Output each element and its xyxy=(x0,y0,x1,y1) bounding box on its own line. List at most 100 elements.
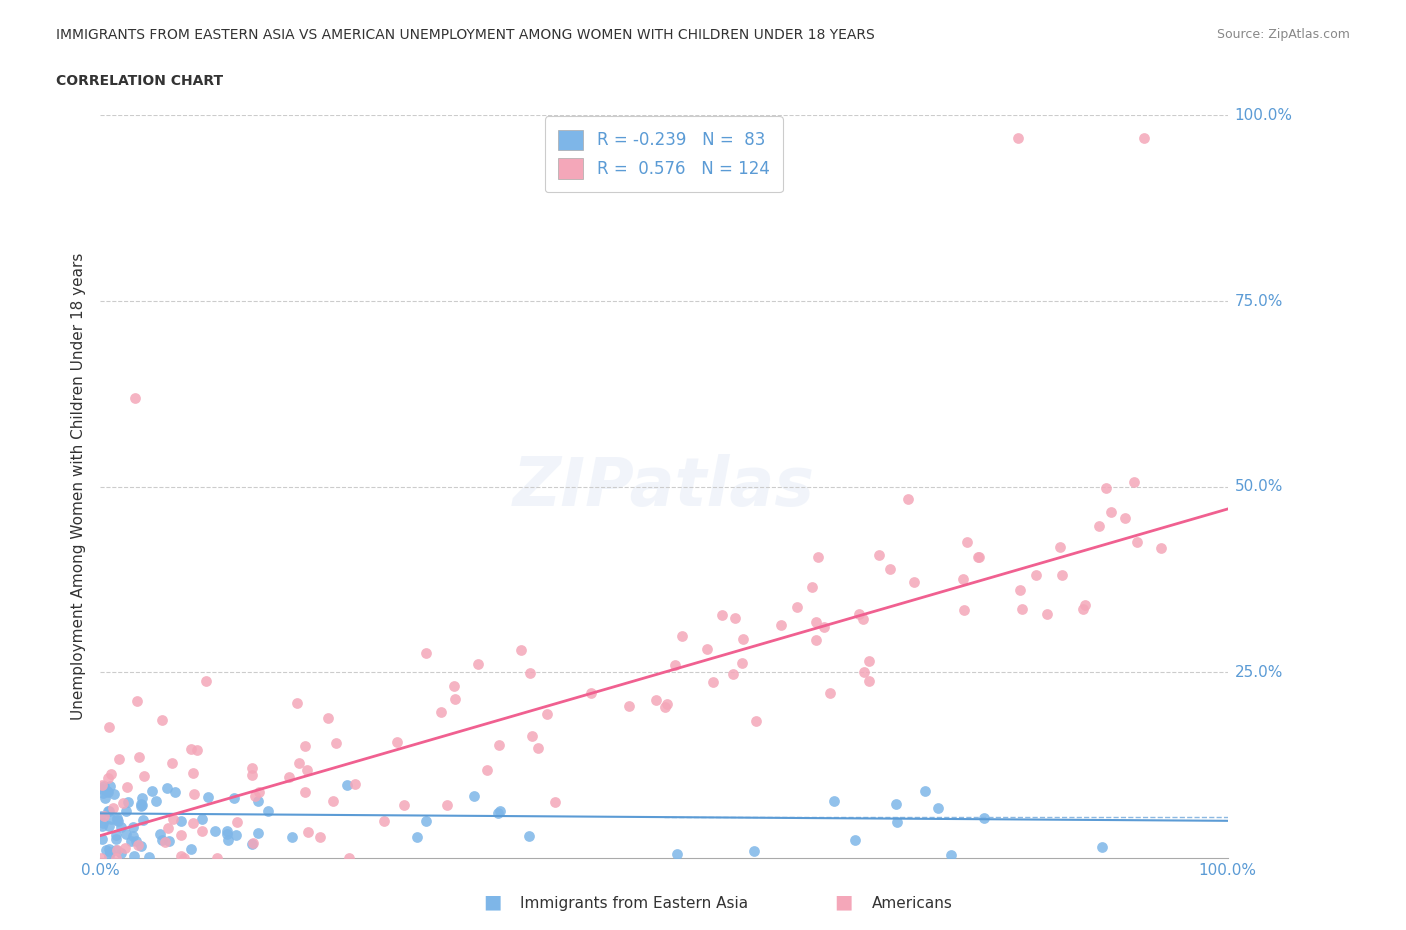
Point xyxy=(645,693,668,708)
Point xyxy=(1150,540,1173,555)
Point xyxy=(217,823,239,838)
Point xyxy=(115,780,138,795)
Text: 25.0%: 25.0% xyxy=(1234,665,1282,680)
Point xyxy=(103,787,125,802)
Point xyxy=(183,787,205,802)
Text: 50.0%: 50.0% xyxy=(1234,479,1282,494)
Point xyxy=(205,851,228,866)
Point xyxy=(1123,474,1146,489)
Point xyxy=(1087,519,1109,534)
Point xyxy=(897,492,920,507)
Point xyxy=(225,814,247,829)
Point xyxy=(128,750,150,764)
Point xyxy=(436,797,458,812)
Point xyxy=(617,698,640,713)
Point xyxy=(800,579,823,594)
Point xyxy=(180,742,202,757)
Point xyxy=(91,781,114,796)
Point xyxy=(96,783,118,798)
Point xyxy=(336,777,359,792)
Point xyxy=(97,804,120,818)
Y-axis label: Unemployment Among Women with Children Under 18 years: Unemployment Among Women with Children U… xyxy=(72,253,86,721)
Point xyxy=(807,550,830,565)
Point xyxy=(295,762,318,777)
Point xyxy=(475,763,498,777)
Point xyxy=(955,535,977,550)
Point xyxy=(90,809,112,824)
Point xyxy=(519,666,541,681)
Point xyxy=(1007,130,1029,145)
Point xyxy=(114,841,136,856)
Point xyxy=(105,851,128,866)
Point xyxy=(98,848,121,863)
Point xyxy=(127,693,149,708)
Point xyxy=(195,674,218,689)
Point xyxy=(858,654,880,669)
Point xyxy=(105,813,128,828)
Point xyxy=(886,814,908,829)
Point xyxy=(536,706,558,721)
Text: Source: ZipAtlas.com: Source: ZipAtlas.com xyxy=(1216,28,1350,41)
Point xyxy=(122,819,145,834)
Point xyxy=(294,738,316,753)
Point xyxy=(804,615,827,630)
Point xyxy=(141,784,163,799)
Point xyxy=(110,820,132,835)
Point xyxy=(1010,582,1032,597)
Point xyxy=(103,800,125,815)
Text: CORRELATION CHART: CORRELATION CHART xyxy=(56,74,224,88)
Point xyxy=(93,778,115,793)
Point xyxy=(117,794,139,809)
Point xyxy=(387,735,409,750)
Text: ZIPatlas: ZIPatlas xyxy=(513,454,815,520)
Point xyxy=(742,844,765,858)
Point xyxy=(1126,534,1149,549)
Point xyxy=(804,632,827,647)
Point xyxy=(181,816,204,830)
Point xyxy=(98,818,121,833)
Point xyxy=(105,843,128,857)
Point xyxy=(1099,505,1122,520)
Point xyxy=(138,850,160,865)
Point xyxy=(1133,130,1156,145)
Point xyxy=(240,761,263,776)
Point xyxy=(1095,481,1118,496)
Point xyxy=(813,619,835,634)
Point xyxy=(104,832,127,847)
Point xyxy=(98,842,121,857)
Point xyxy=(544,795,567,810)
Point xyxy=(415,813,437,828)
Point xyxy=(721,667,744,682)
Point xyxy=(337,851,360,866)
Text: ■: ■ xyxy=(482,893,502,911)
Point xyxy=(488,737,510,752)
Point xyxy=(98,779,121,794)
Point xyxy=(170,828,193,843)
Point xyxy=(1071,601,1094,616)
Point xyxy=(665,846,688,861)
Point xyxy=(671,629,693,644)
Point xyxy=(180,842,202,857)
Point xyxy=(153,834,176,849)
Point xyxy=(1050,568,1073,583)
Point xyxy=(97,719,120,734)
Point xyxy=(242,835,264,850)
Point xyxy=(91,831,114,846)
Point xyxy=(868,548,890,563)
Point xyxy=(110,845,132,860)
Point xyxy=(579,685,602,700)
Point xyxy=(243,789,266,804)
Point xyxy=(823,794,845,809)
Point xyxy=(94,843,117,857)
Point xyxy=(107,814,129,829)
Point xyxy=(225,828,247,843)
Point xyxy=(1091,840,1114,855)
Point xyxy=(105,810,128,825)
Point xyxy=(191,824,214,839)
Point xyxy=(170,848,193,863)
Point xyxy=(939,848,962,863)
Point xyxy=(343,777,366,791)
Point xyxy=(654,699,676,714)
Point xyxy=(953,603,976,618)
Text: ■: ■ xyxy=(834,893,853,911)
